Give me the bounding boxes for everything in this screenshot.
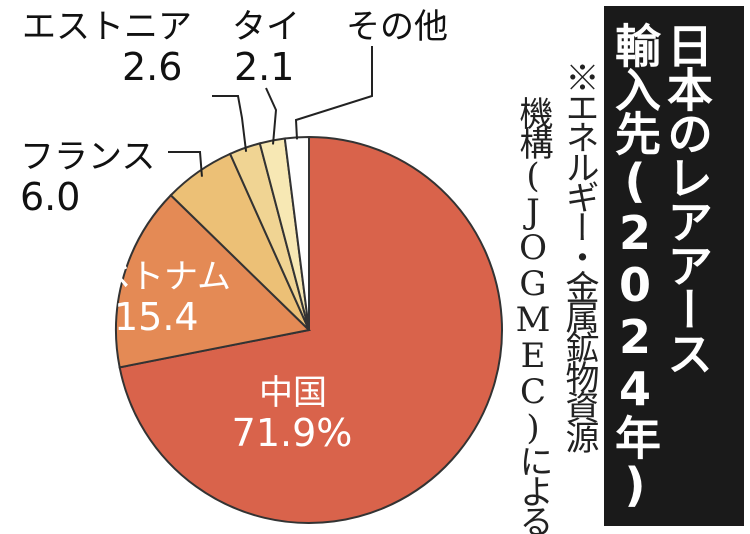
slice-value-thailand: 2.1 [234,45,294,89]
slice-label-france: フランス [20,137,155,177]
leader-lines [168,46,373,177]
leader-line-other [294,46,373,140]
slice-label-vietnam: ベトナム [96,257,231,297]
slice-value-vietnam: 15.4 [114,295,199,339]
slice-label-other: その他 [346,7,448,47]
slice-value-france: 6.0 [20,175,80,219]
leader-line-thailand [265,87,278,145]
pie-slice-vietnam [115,193,312,369]
source-note-line-1: ※エネルギー・金属鉱物資源 [559,60,599,450]
chart-title-line-2: 輸入先(2024年) [608,22,662,510]
slice-label-thailand: タイ [232,7,300,47]
slice-label-estonia: エストニア [22,7,192,47]
title-box [604,6,744,526]
pie-slice-china [118,135,503,524]
source-note-line-2: 機構(JOGMEC)による [513,96,553,534]
slice-label-china: 中国 [259,373,327,413]
slice-value-china: 71.9% [232,411,353,455]
slice-value-estonia: 2.6 [122,45,182,89]
leader-line-estonia [212,95,248,152]
chart-title-line-1: 日本のレアアース [660,22,714,374]
leader-line-france [168,151,203,177]
